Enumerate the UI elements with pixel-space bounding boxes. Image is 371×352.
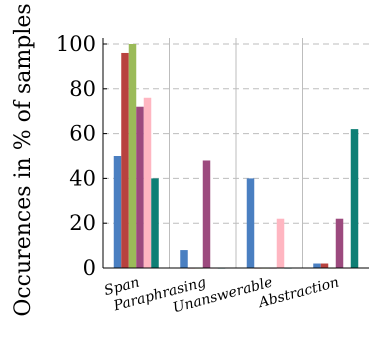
bars: [113, 44, 359, 269]
y-tick-label: 100: [56, 32, 96, 56]
bar: [143, 97, 152, 268]
bar: [180, 250, 188, 268]
bar: [246, 178, 255, 268]
bar: [313, 263, 321, 268]
category-separators: [169, 38, 303, 268]
bar: [136, 106, 144, 268]
y-tick-label: 40: [69, 166, 96, 190]
y-tick-label: 20: [69, 211, 96, 235]
y-tick-labels: 0 20 40 60 80 100: [56, 32, 96, 280]
y-tick-label: 60: [69, 122, 96, 146]
axes: [102, 38, 369, 269]
bar: [128, 44, 137, 268]
bar: [350, 129, 359, 268]
bar: [202, 160, 211, 268]
bar: [113, 156, 122, 268]
bar: [151, 178, 159, 268]
y-tick-label: 0: [83, 256, 96, 280]
y-tick-label: 80: [69, 77, 96, 101]
y-axis-label: Occurences in % of samples: [11, 3, 36, 316]
bar: [276, 218, 285, 268]
bar: [121, 52, 129, 269]
bar: [335, 218, 344, 268]
bar: [320, 263, 329, 268]
